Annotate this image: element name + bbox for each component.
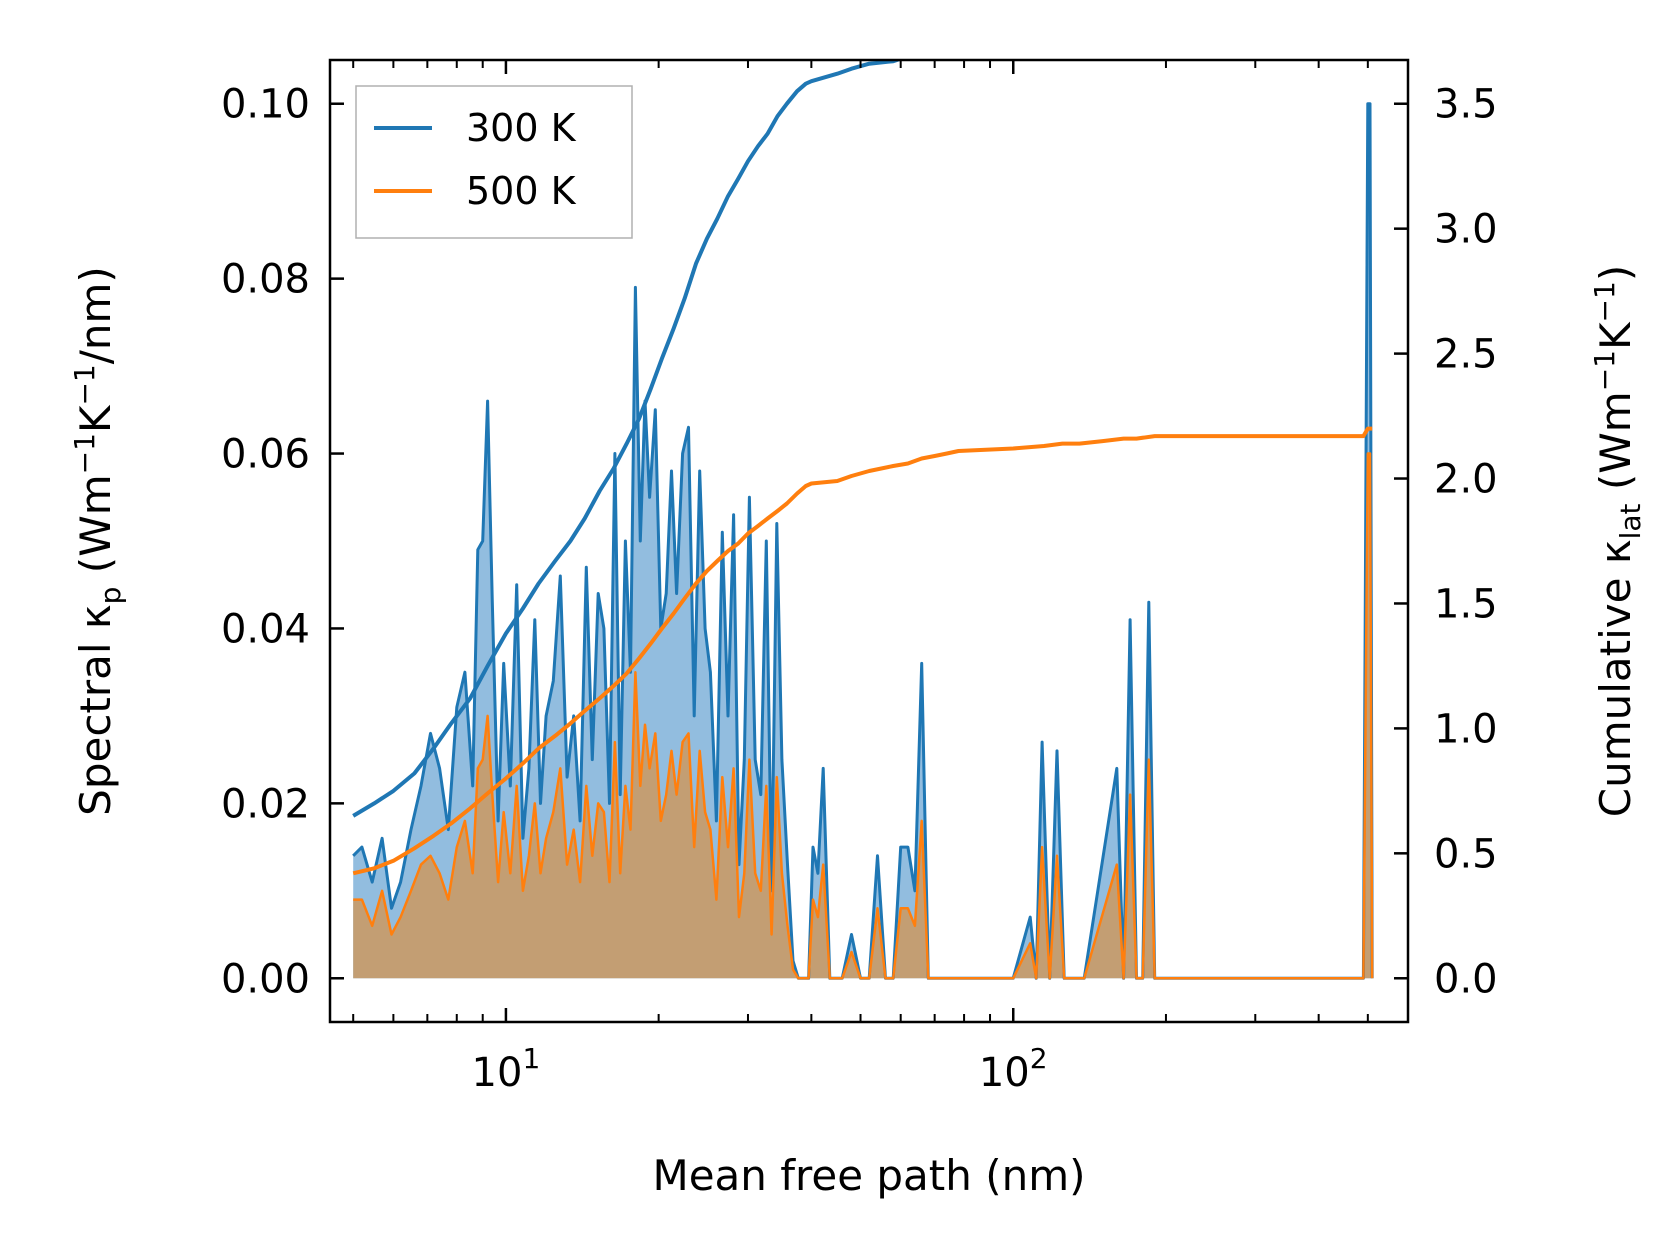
y-right-tick-label-3: 1.5 [1434,581,1498,627]
x-tick-label-1: 102 [979,1042,1048,1096]
y-axis-right-title-subscript: lat [1614,503,1647,539]
y-right-tick-label-6: 3.0 [1434,207,1498,253]
y-left-tick-label-5: 0.10 [221,82,310,128]
y-right-tick-label-4: 2.0 [1434,457,1498,503]
y-left-tick-label-0: 0.00 [221,956,310,1002]
spectral-500K-line [353,452,1374,980]
y-axis-right-title-units: (Wm [1591,391,1640,503]
y-left-tick-label-3: 0.06 [221,432,310,478]
y-right-tick-label-0: 0.0 [1434,956,1498,1002]
y-right-tick-label-1: 0.5 [1434,831,1498,877]
y-axis-left-title-sup2: −1 [68,364,101,405]
y-axis-right-title-sup1: −1 [1588,350,1621,391]
legend-label-300K: 300 K [466,106,577,150]
y-axis-right-title: Cumulative κlat (Wm−1K−1) [1588,265,1647,817]
y-axis-left-title-text: Spectral κ [71,604,120,816]
y-axis-left-title-k: K [71,404,120,433]
cumulative-500K-line [352,426,1373,876]
legend-box [355,85,633,239]
y-axis-left-title: Spectral κp (Wm−1K−1/nm) [68,266,127,816]
x-tick-label-0: 101 [472,1042,541,1096]
y-axis-right-title-sup2: −1 [1588,281,1621,322]
legend: 300 K 500 K [355,85,633,239]
plot-frame [328,58,1410,1024]
spectral-500K-area [353,453,1373,979]
legend-label-500K: 500 K [466,169,577,213]
y-axis-left-title-subscript: p [94,587,127,605]
y-axis-left-title-sup1: −1 [68,433,101,474]
y-left-tick-label-1: 0.02 [221,781,310,827]
y-axis-right-title-end: ) [1591,265,1640,281]
y-left-tick-label-4: 0.08 [221,257,310,303]
y-right-tick-label-5: 2.5 [1434,332,1498,378]
cumulative-300K-line [352,60,904,818]
y-axis-left-title-units: (Wm [71,474,120,586]
y-axis-right-title-k: K [1591,321,1640,350]
y-left-tick-label-2: 0.04 [221,606,310,652]
y-right-tick-label-2: 1.0 [1434,706,1498,752]
x-axis-title: Mean free path (nm) [652,1151,1085,1200]
y-axis-left-title-end: /nm) [71,266,120,364]
y-right-tick-label-7: 3.5 [1434,82,1498,128]
y-axis-right-title-text: Cumulative κ [1591,539,1640,817]
spectral-300K-line [352,102,1374,980]
